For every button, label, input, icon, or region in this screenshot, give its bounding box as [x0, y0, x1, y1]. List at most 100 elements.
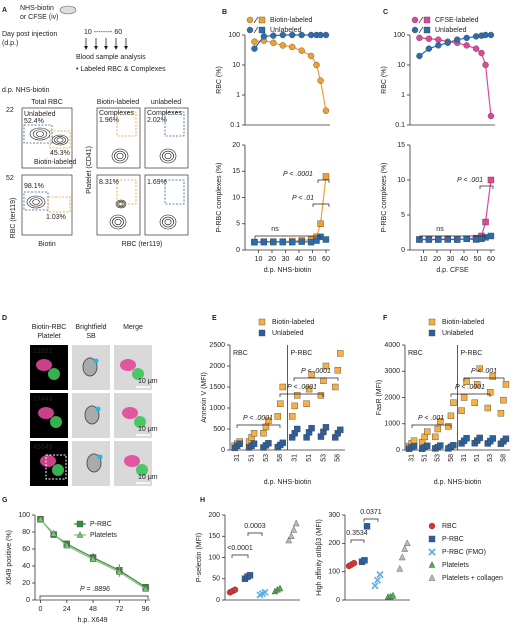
group-label: P-RBC	[291, 350, 313, 357]
marker	[279, 42, 286, 49]
x-tick-label: 51	[422, 454, 429, 462]
label: 2.02%	[147, 117, 167, 124]
platelet	[132, 368, 144, 380]
series-line	[419, 37, 492, 117]
marker	[89, 555, 97, 562]
marker	[484, 404, 492, 412]
marker	[476, 365, 483, 372]
marker	[313, 61, 320, 69]
flow-plot	[96, 174, 141, 236]
mouse-icon	[59, 5, 77, 15]
marker	[246, 572, 254, 579]
contour	[54, 136, 66, 144]
marker	[258, 26, 266, 34]
marker	[246, 16, 254, 24]
legend-label: P-RBC	[90, 521, 112, 528]
label: 22	[6, 107, 14, 114]
rbc	[36, 359, 52, 371]
gate	[47, 196, 71, 213]
rbc	[120, 359, 136, 371]
x-tick-label: 96	[142, 606, 150, 613]
annotation: ns	[436, 226, 444, 233]
marker	[376, 570, 384, 579]
marker	[363, 523, 371, 530]
marker	[308, 424, 315, 432]
label: 1.96%	[99, 117, 119, 124]
x-tick-label: 48	[89, 606, 97, 613]
label: 17443	[33, 396, 53, 403]
y-tick-label: 10	[232, 62, 240, 69]
bracket	[247, 532, 263, 536]
legend-label: Unlabeled	[442, 330, 474, 337]
marker	[445, 423, 452, 430]
label: (d.p.)	[2, 40, 18, 47]
marker	[279, 439, 287, 447]
marker	[447, 412, 455, 420]
marker	[279, 238, 286, 246]
x-tick-label: 58	[500, 454, 507, 462]
label: Biotin-labeled	[34, 159, 77, 166]
y-tick-label: 40	[22, 563, 30, 570]
marker	[423, 26, 431, 34]
x-tick-label: 31	[234, 454, 241, 462]
marker	[289, 31, 296, 39]
contour	[162, 216, 174, 228]
arrow-head	[104, 46, 108, 50]
marker	[289, 43, 296, 51]
marker	[425, 45, 433, 52]
marker	[428, 318, 436, 326]
marker	[450, 442, 457, 449]
label: 45649	[33, 444, 53, 451]
marker	[236, 440, 243, 447]
marker	[482, 218, 489, 226]
label: 1.69%	[147, 179, 167, 186]
marker	[350, 559, 358, 567]
marker	[444, 39, 451, 46]
label: 10 μm	[138, 378, 158, 385]
sb-spot	[95, 406, 101, 412]
annotation: P < .001	[471, 368, 497, 375]
gate	[164, 111, 185, 137]
y-axis-label: RBC (%)	[216, 66, 223, 94]
marker	[437, 417, 444, 425]
marker	[435, 236, 442, 243]
annotation: P < .01	[292, 195, 314, 202]
marker	[472, 236, 480, 243]
y-tick-label: 4000	[384, 342, 400, 349]
marker	[322, 173, 330, 180]
marker	[423, 16, 431, 24]
label: 13992	[33, 348, 53, 355]
marker	[502, 435, 510, 442]
y-tick-label: 0	[216, 597, 220, 604]
marker	[246, 26, 254, 34]
platelet	[48, 368, 60, 380]
marker	[262, 423, 270, 431]
annotation: P = .8896	[80, 586, 110, 593]
marker	[317, 31, 324, 39]
contour	[159, 148, 177, 164]
marker	[250, 440, 258, 447]
legend-label: CFSE-labeled	[435, 17, 479, 24]
legend-label: Biotin-labeled	[272, 319, 315, 326]
y-tick-label: 2000	[384, 394, 400, 401]
arrow-head	[94, 46, 98, 50]
cell-outline	[82, 357, 98, 377]
y-tick-label: 0	[396, 447, 400, 454]
marker	[322, 236, 330, 243]
bracket	[312, 203, 330, 207]
y-tick-label: 2500	[209, 342, 225, 349]
x-tick-label: 31	[292, 454, 299, 462]
platelet	[50, 416, 62, 428]
marker	[489, 373, 497, 380]
series-line	[254, 176, 327, 243]
y-tick-label: 80	[22, 529, 30, 536]
label: Brightfield	[75, 324, 106, 331]
marker	[332, 383, 339, 391]
marker	[444, 236, 451, 243]
flow-plot	[144, 174, 189, 236]
label: 98.1%	[24, 183, 44, 190]
y-tick-label: 100	[393, 32, 405, 39]
label: RBC (ter119)	[10, 198, 17, 239]
y-tick-label: 20	[232, 142, 240, 149]
